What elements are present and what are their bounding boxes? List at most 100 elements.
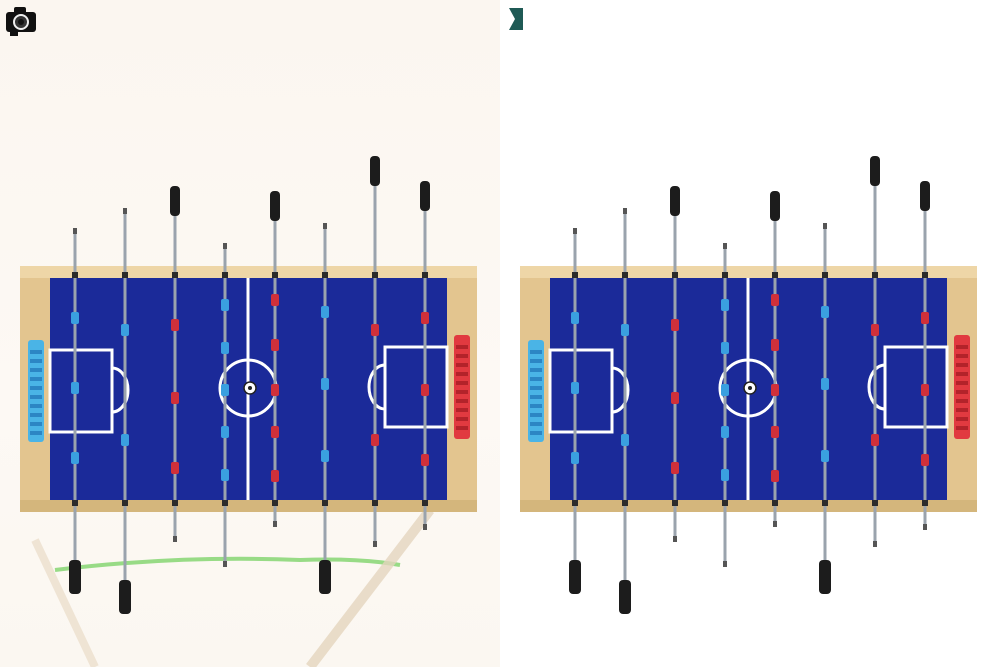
rod-handle-top (920, 181, 930, 211)
player-figure-blue (721, 299, 729, 311)
score-bead-red (956, 372, 968, 376)
player-figure-blue (221, 426, 229, 438)
player-figure-red (771, 470, 779, 482)
rod-bumper (172, 500, 178, 506)
score-bead-blue (530, 413, 542, 417)
score-bead-red (956, 408, 968, 412)
player-figure-blue (121, 324, 129, 336)
left-penalty-box (548, 348, 614, 434)
score-bead-blue (530, 386, 542, 390)
player-figure-red (371, 434, 379, 446)
rod-end-cap (673, 536, 677, 542)
left-penalty-box (48, 348, 114, 434)
player-figure-blue (821, 378, 829, 390)
rod-bumper (872, 500, 878, 506)
rod-handle-top (370, 156, 380, 186)
rod-bumper (372, 500, 378, 506)
score-bead-blue (530, 431, 542, 435)
rod-handle-top (870, 156, 880, 186)
score-counter-red (454, 335, 470, 439)
player-figure-red (921, 384, 929, 396)
score-bead-red (456, 417, 468, 421)
score-counter-red (954, 335, 970, 439)
left-photo-panel (0, 0, 500, 667)
left-penalty-arc (611, 366, 630, 414)
rod-bumper (722, 272, 728, 278)
rod-bumper (222, 500, 228, 506)
score-bead-red (456, 408, 468, 412)
rod-bumper (722, 500, 728, 506)
score-bead-blue (30, 359, 42, 363)
player-figure-blue (721, 469, 729, 481)
score-bead-red (956, 417, 968, 421)
player-figure-blue (571, 382, 579, 394)
frame-top-edge (520, 266, 977, 278)
player-figure-red (421, 454, 429, 466)
player-figure-red (271, 470, 279, 482)
player-figure-red (271, 339, 279, 351)
floor-stick (306, 506, 434, 667)
rod-handle-top (770, 191, 780, 221)
player-figure-red (771, 426, 779, 438)
player-figure-blue (71, 452, 79, 464)
score-bead-blue (530, 395, 542, 399)
player-figure-blue (621, 434, 629, 446)
player-figure-red (421, 384, 429, 396)
frame-bottom-edge (20, 500, 477, 512)
rod-end-cap (273, 521, 277, 527)
rod-handle-top (170, 186, 180, 216)
ball-patch (748, 386, 752, 390)
player-figure-red (171, 392, 179, 404)
player-figure-blue (321, 378, 329, 390)
score-bead-blue (30, 404, 42, 408)
score-bead-red (456, 345, 468, 349)
rod-bumper (822, 500, 828, 506)
right-penalty-arc (367, 363, 386, 411)
rod-end-cap (223, 561, 227, 567)
player-figure-blue (321, 450, 329, 462)
score-bead-red (956, 363, 968, 367)
player-figure-red (371, 324, 379, 336)
rod-bumper (422, 272, 428, 278)
player-figure-blue (571, 312, 579, 324)
rod-bumper (272, 500, 278, 506)
player-figure-red (871, 434, 879, 446)
player-figure-blue (121, 434, 129, 446)
player-figure-blue (721, 426, 729, 438)
score-bead-blue (30, 395, 42, 399)
rod-bumper (322, 272, 328, 278)
rod-end-cap (873, 541, 877, 547)
player-figure-red (271, 294, 279, 306)
rod-end-cap (323, 223, 327, 229)
score-bead-blue (30, 377, 42, 381)
player-figure-blue (721, 342, 729, 354)
rod-handle-bottom (69, 560, 81, 594)
score-bead-red (456, 354, 468, 358)
player-figure-blue (571, 452, 579, 464)
rod-end-cap (923, 524, 927, 530)
player-figure-blue (821, 306, 829, 318)
score-bead-blue (30, 368, 42, 372)
rod-bumper (572, 272, 578, 278)
score-bead-blue (530, 377, 542, 381)
right-photo-panel (500, 0, 1000, 667)
rod-bumper (622, 500, 628, 506)
score-bead-red (456, 372, 468, 376)
score-bead-red (456, 426, 468, 430)
score-bead-blue (530, 422, 542, 426)
rod-bumper (672, 272, 678, 278)
rod-handle-top (670, 186, 680, 216)
score-bead-blue (30, 431, 42, 435)
right-penalty-box (383, 345, 449, 429)
player-figure-blue (221, 469, 229, 481)
player-figure-red (671, 392, 679, 404)
score-bead-blue (530, 368, 542, 372)
left-penalty-arc (111, 366, 130, 414)
rod-bumper (222, 272, 228, 278)
score-bead-blue (30, 422, 42, 426)
rod-bumper (622, 272, 628, 278)
rod-bumper (872, 272, 878, 278)
player-figure-blue (721, 384, 729, 396)
player-figure-red (271, 426, 279, 438)
player-figure-red (271, 384, 279, 396)
